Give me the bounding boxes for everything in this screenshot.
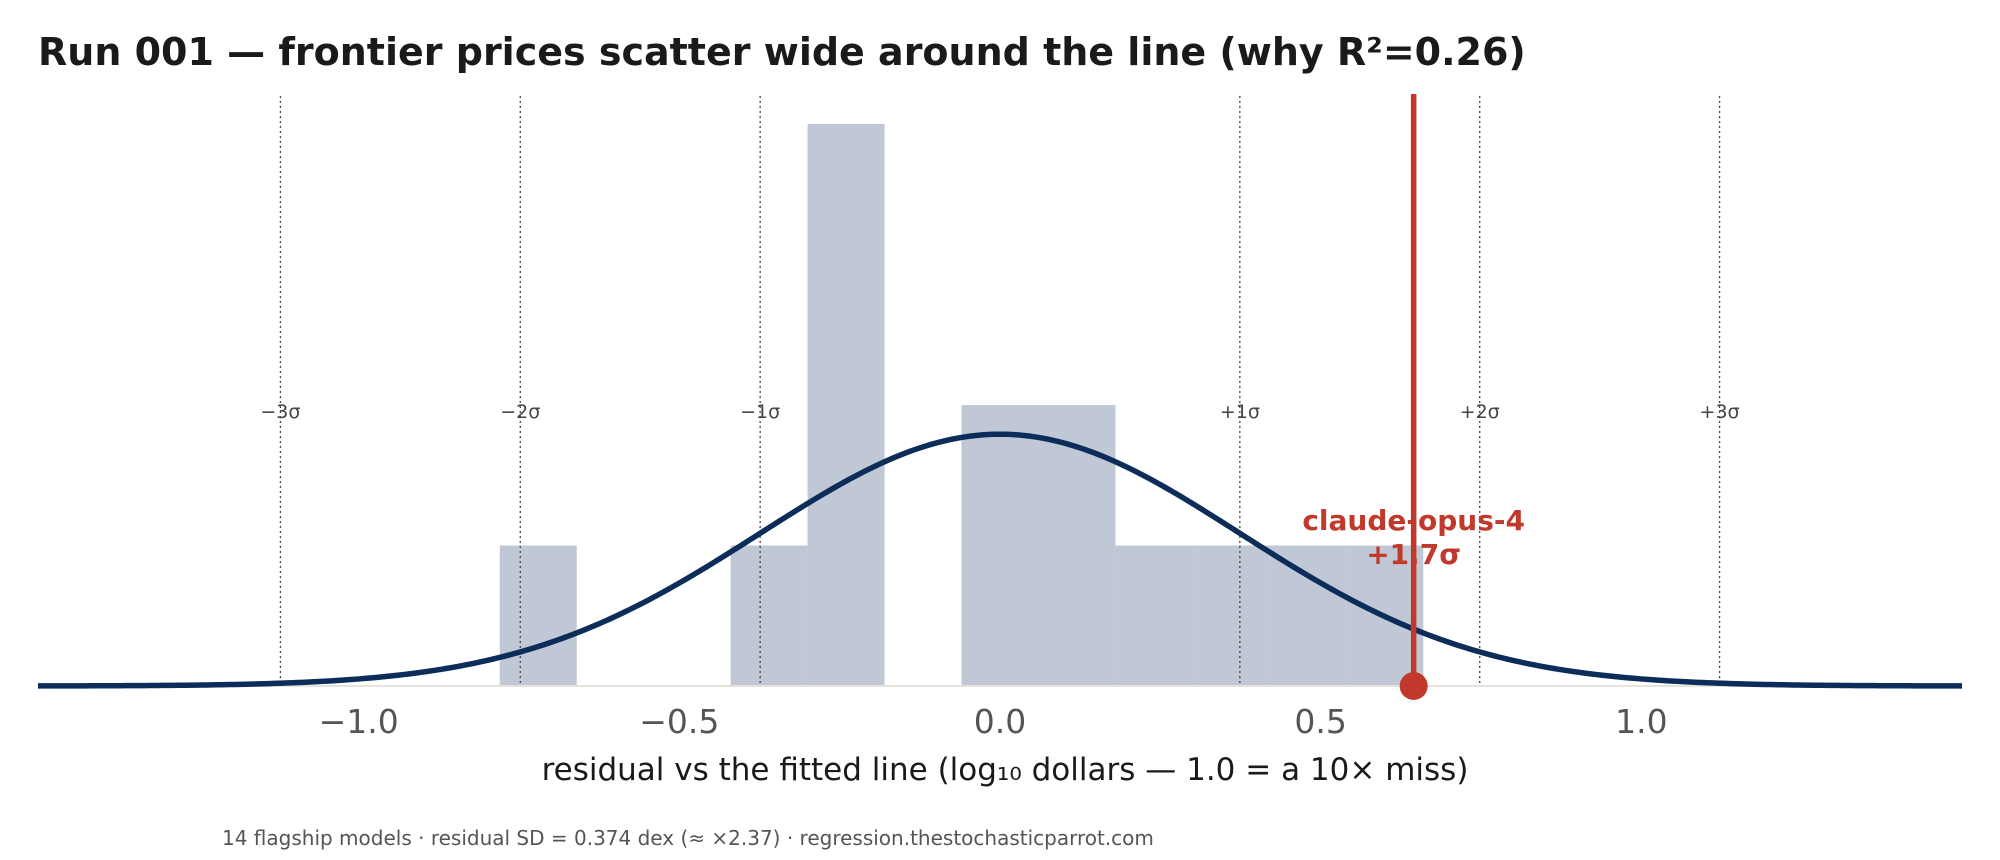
highlight-marker	[1399, 672, 1428, 700]
chart-title: Run 001 — frontier prices scatter wide a…	[38, 30, 1526, 74]
highlight-group: claude-opus-4+1.7σ	[1302, 94, 1525, 700]
normal-curve-group	[37, 431, 1963, 689]
x-tick-label: −1.0	[319, 702, 399, 741]
x-axis-label: residual vs the fitted line (log₁₀ dolla…	[542, 752, 1469, 788]
sigma-lines: −3σ −2σ −1σ +1σ +2σ +3σ	[260, 96, 1740, 686]
x-tick-label: −0.5	[639, 702, 719, 741]
sigma-label: +1σ	[1220, 401, 1260, 423]
histogram-bars	[499, 124, 1424, 686]
histogram-bar	[961, 405, 1039, 686]
highlight-sigma-label: +1.7σ	[1366, 538, 1461, 571]
histogram-bar	[499, 545, 577, 686]
footnote: 14 flagship models · residual SD = 0.374…	[222, 826, 1154, 850]
histogram-bar	[1115, 545, 1193, 686]
sigma-label: +2σ	[1460, 401, 1500, 423]
histogram-bar	[730, 545, 808, 686]
x-tick-label: 1.0	[1615, 702, 1667, 741]
sigma-label: −1σ	[740, 401, 780, 423]
histogram-bar	[1269, 545, 1347, 686]
normal-curve	[37, 431, 1963, 689]
sigma-label: −2σ	[500, 401, 540, 423]
x-tick-label: 0.0	[974, 702, 1026, 741]
sigma-label: −3σ	[260, 401, 300, 423]
histogram-bar	[1038, 405, 1116, 686]
histogram-bar	[807, 124, 885, 686]
sigma-label: +3σ	[1700, 401, 1740, 423]
x-tick-label: 0.5	[1294, 702, 1346, 741]
histogram-bar	[1192, 545, 1270, 686]
x-axis: −1.0 −0.5 0.0 0.5 1.0	[38, 685, 1962, 741]
highlight-model-label: claude-opus-4	[1302, 504, 1525, 537]
